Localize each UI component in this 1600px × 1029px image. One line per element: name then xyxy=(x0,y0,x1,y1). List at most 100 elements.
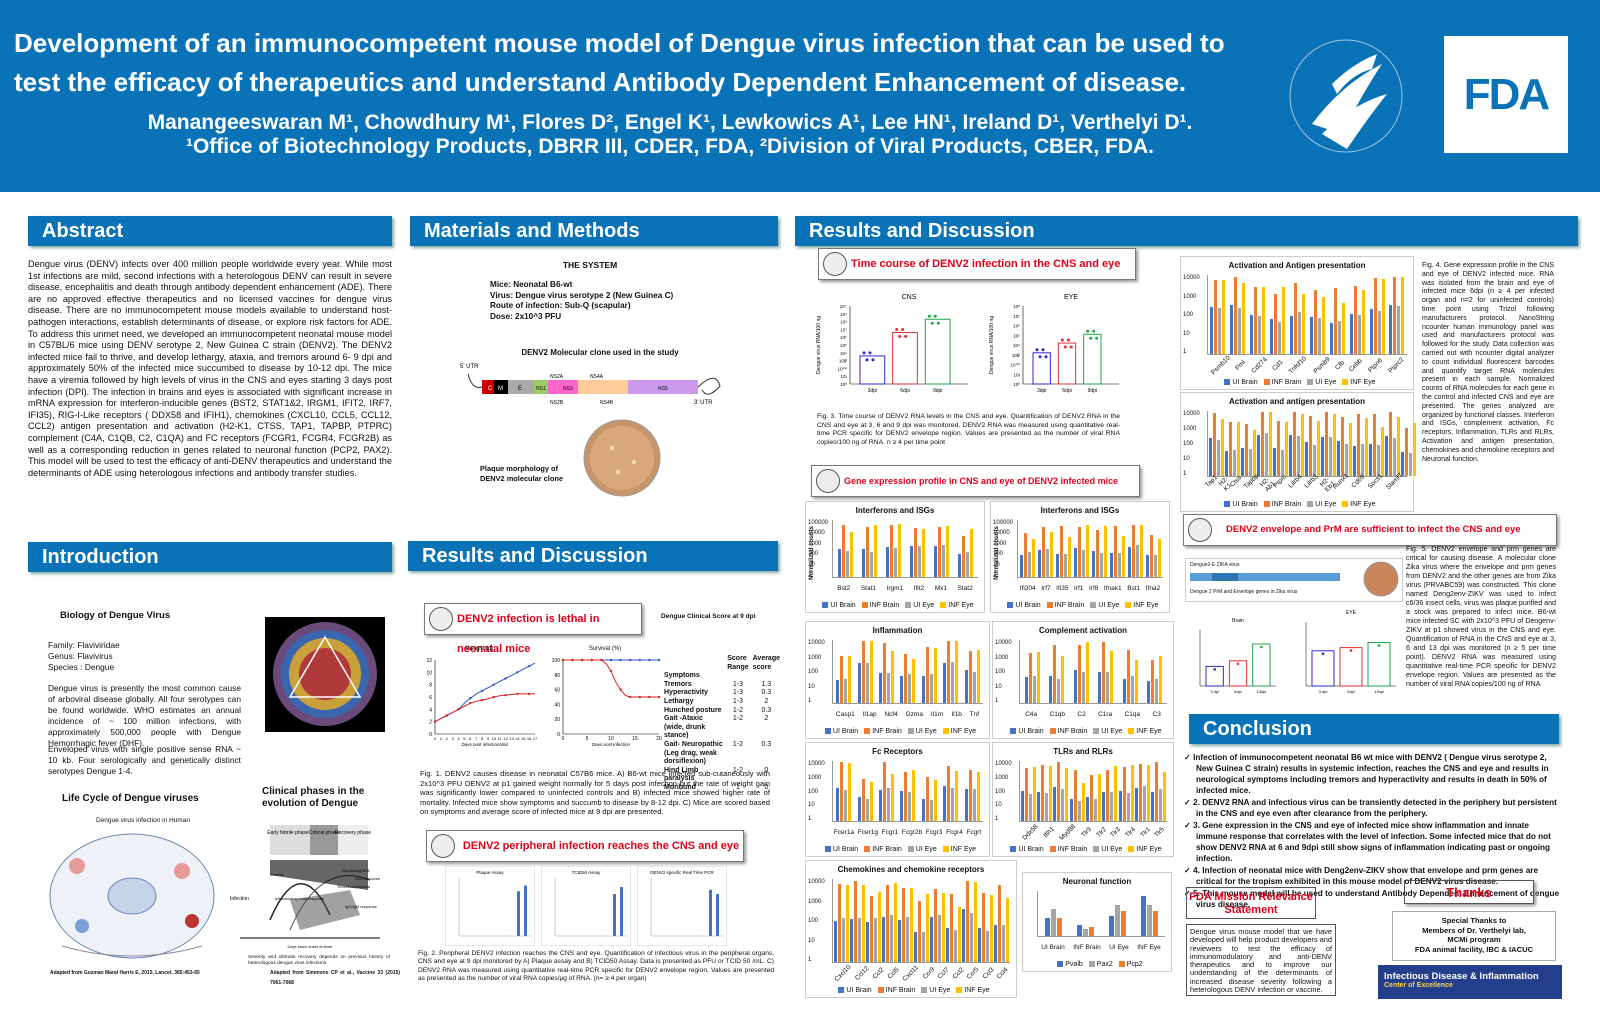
legend-label: UI Eye xyxy=(1315,501,1337,508)
gene-bar xyxy=(1220,418,1224,476)
gene-bar-group xyxy=(1320,411,1336,476)
gene-bar xyxy=(1353,285,1357,354)
x-tick: 12 xyxy=(503,736,508,741)
y-tick: 6 xyxy=(429,695,432,701)
neuronal-bar-group xyxy=(1108,891,1126,936)
survival-point-mock xyxy=(657,658,661,662)
score-cell: 1-2 xyxy=(732,706,743,714)
legend-label: INF Eye xyxy=(964,987,990,994)
gene-label: Fcer1a xyxy=(833,829,855,836)
y-tick: 10000 xyxy=(808,530,825,537)
score-cell: 1-3 xyxy=(732,697,743,705)
panel-title: Complement activation xyxy=(1038,626,1127,635)
score-row: Lethargy 1-3 2 xyxy=(662,698,782,707)
legend-label: UI Eye xyxy=(1101,846,1123,853)
thanks-line: FDA animal facility, IBC & IACUC xyxy=(1414,944,1534,954)
gene-label: Fcer1g xyxy=(857,829,878,836)
gene-bar xyxy=(879,790,883,821)
gene-bar xyxy=(1106,671,1110,703)
eye-time-course-chart: EYE 10⁰ 10℩ 10™ 10℣ 10⁴ 10⁵ 10⁶ 10⁷ 10⁸ Dengue vir… xyxy=(985,289,1125,409)
weight-point-inf xyxy=(480,698,484,702)
time-course-point xyxy=(868,351,872,355)
gene-ns1: NS1 xyxy=(536,386,546,392)
gene-bar xyxy=(844,789,848,821)
phase-label-3: Recovery phase xyxy=(335,830,371,836)
gene-bar xyxy=(1063,554,1067,577)
y-tick: 100 xyxy=(808,788,819,795)
legend-label: UI Eye xyxy=(1098,602,1120,609)
gene-label: Ifnak1 xyxy=(1103,585,1122,592)
construct-diagram: Dengue2-E ZIKA virus Dengue 2 PrM and En… xyxy=(1185,558,1403,602)
y-tick: 10000 xyxy=(808,640,825,646)
affiliations: ¹Office of Biotechnology Products, DBRR … xyxy=(185,135,1154,158)
gene-bar xyxy=(1316,421,1320,476)
gene-label: Ccl2 xyxy=(871,966,886,981)
score-row: Moribund 1 0 xyxy=(662,784,782,793)
gene-bar xyxy=(1049,675,1053,703)
y-tick: 1 xyxy=(808,816,812,822)
gene-bar xyxy=(1089,775,1093,821)
hhs-seal-logo xyxy=(1289,39,1403,153)
lifecycle-credit: Adapted from Guzman Maral Harris E, 2015… xyxy=(50,970,200,976)
gene-label: Ccl5 xyxy=(886,966,901,981)
gene-bar xyxy=(1110,791,1114,821)
gene-bar-group xyxy=(1230,275,1246,354)
legend-label: INF Brain xyxy=(872,846,902,853)
gene-bar xyxy=(901,888,905,962)
gene-bar xyxy=(1332,414,1336,476)
gene-bar xyxy=(1061,655,1065,703)
x-tick: 6 xyxy=(469,736,472,741)
gene-bar xyxy=(900,675,904,703)
gene-bar xyxy=(1280,450,1284,476)
gene-bar xyxy=(1073,547,1077,577)
gene-bar xyxy=(1114,525,1118,577)
assay-frame xyxy=(445,866,535,946)
gene-label: Ifi35 xyxy=(1056,585,1069,592)
zika-bar xyxy=(1205,665,1224,687)
mouse-head-icon xyxy=(823,252,847,276)
gene-bar xyxy=(1232,450,1236,476)
curve-label-1: Circulating NS1 xyxy=(342,868,371,873)
weight-point-inf xyxy=(457,708,460,711)
gene-bar xyxy=(1240,447,1244,476)
y-tick: 1 xyxy=(808,957,812,963)
legend-swatch xyxy=(1224,379,1231,386)
zika-bar xyxy=(1252,643,1271,687)
gene-label: Il1ap xyxy=(862,711,877,718)
gene-m: M xyxy=(498,386,503,392)
gene-bar-group xyxy=(1400,411,1416,476)
gene-bar xyxy=(1151,659,1155,703)
neuronal-bar-group xyxy=(1077,891,1095,936)
gene-bar xyxy=(1048,765,1052,821)
gene-bar xyxy=(1333,288,1337,354)
zika-x-label: 3 dpi xyxy=(1319,689,1328,694)
gene-bar xyxy=(1065,767,1069,821)
gene-e: E xyxy=(518,386,522,392)
gene-label: Tlr9 xyxy=(1080,826,1094,839)
gene-bar xyxy=(990,895,994,962)
x-tick: 15 xyxy=(521,736,526,741)
weight-point-mock xyxy=(516,671,519,674)
gene-bar xyxy=(883,762,887,821)
gene-bar xyxy=(951,661,955,703)
gene-bar xyxy=(1057,679,1061,703)
gene-bar-group xyxy=(1110,520,1126,577)
gene-bar xyxy=(914,527,918,577)
gene-bar-group xyxy=(1118,761,1134,821)
x-tick: 1 xyxy=(440,736,443,741)
gene-bar xyxy=(1298,312,1301,354)
legend-label: UI Eye xyxy=(1101,728,1123,735)
gene-bar-group xyxy=(1055,520,1071,577)
author-block: Manangeeswaran M¹, Chowdhury M¹, Flores … xyxy=(70,111,1270,159)
neuronal-bar xyxy=(1146,904,1152,936)
y-tick: 10⁰ xyxy=(840,382,847,387)
gene-bar xyxy=(958,554,962,577)
y-tick: 100 xyxy=(808,551,819,558)
gene-bar-group xyxy=(849,879,865,962)
fig5-caption: Fig. 5. DENV2 envelope and prm genes are… xyxy=(1406,545,1556,688)
legend-label: Pvalb xyxy=(1065,961,1083,968)
time-course-point xyxy=(1035,348,1039,352)
panel-title: Chemokines and chemokine receptors xyxy=(837,865,985,874)
score-cell: Moribund xyxy=(664,783,696,791)
assay-title: TCID50 Assay xyxy=(572,870,602,875)
